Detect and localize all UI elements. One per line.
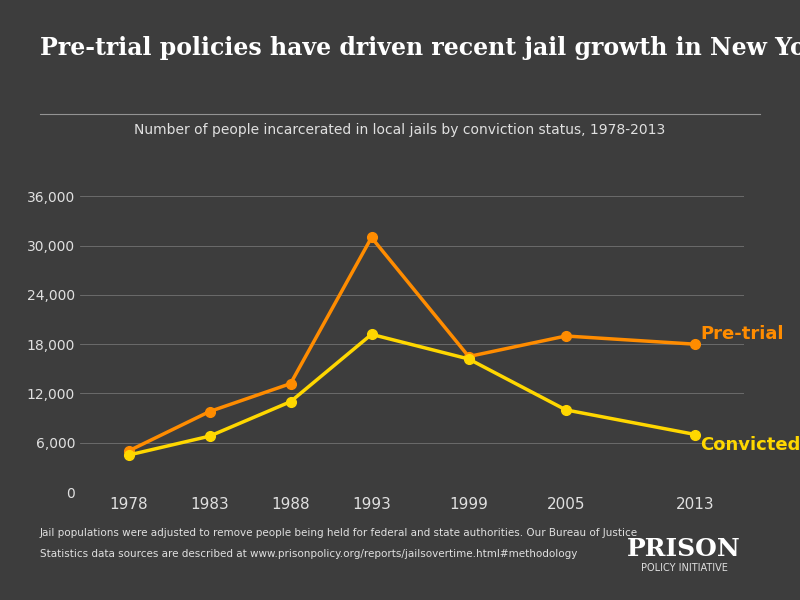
Text: PRISON: PRISON <box>627 537 741 561</box>
Text: POLICY INITIATIVE: POLICY INITIATIVE <box>641 563 727 573</box>
Text: Number of people incarcerated in local jails by conviction status, 1978-2013: Number of people incarcerated in local j… <box>134 123 666 137</box>
Text: Pre-trial policies have driven recent jail growth in New York: Pre-trial policies have driven recent ja… <box>40 36 800 60</box>
Text: Pre-trial: Pre-trial <box>700 325 784 343</box>
Text: Convicted: Convicted <box>700 436 800 454</box>
Text: Jail populations were adjusted to remove people being held for federal and state: Jail populations were adjusted to remove… <box>40 528 638 538</box>
Text: Statistics data sources are described at www.prisonpolicy.org/reports/jailsovert: Statistics data sources are described at… <box>40 549 578 559</box>
